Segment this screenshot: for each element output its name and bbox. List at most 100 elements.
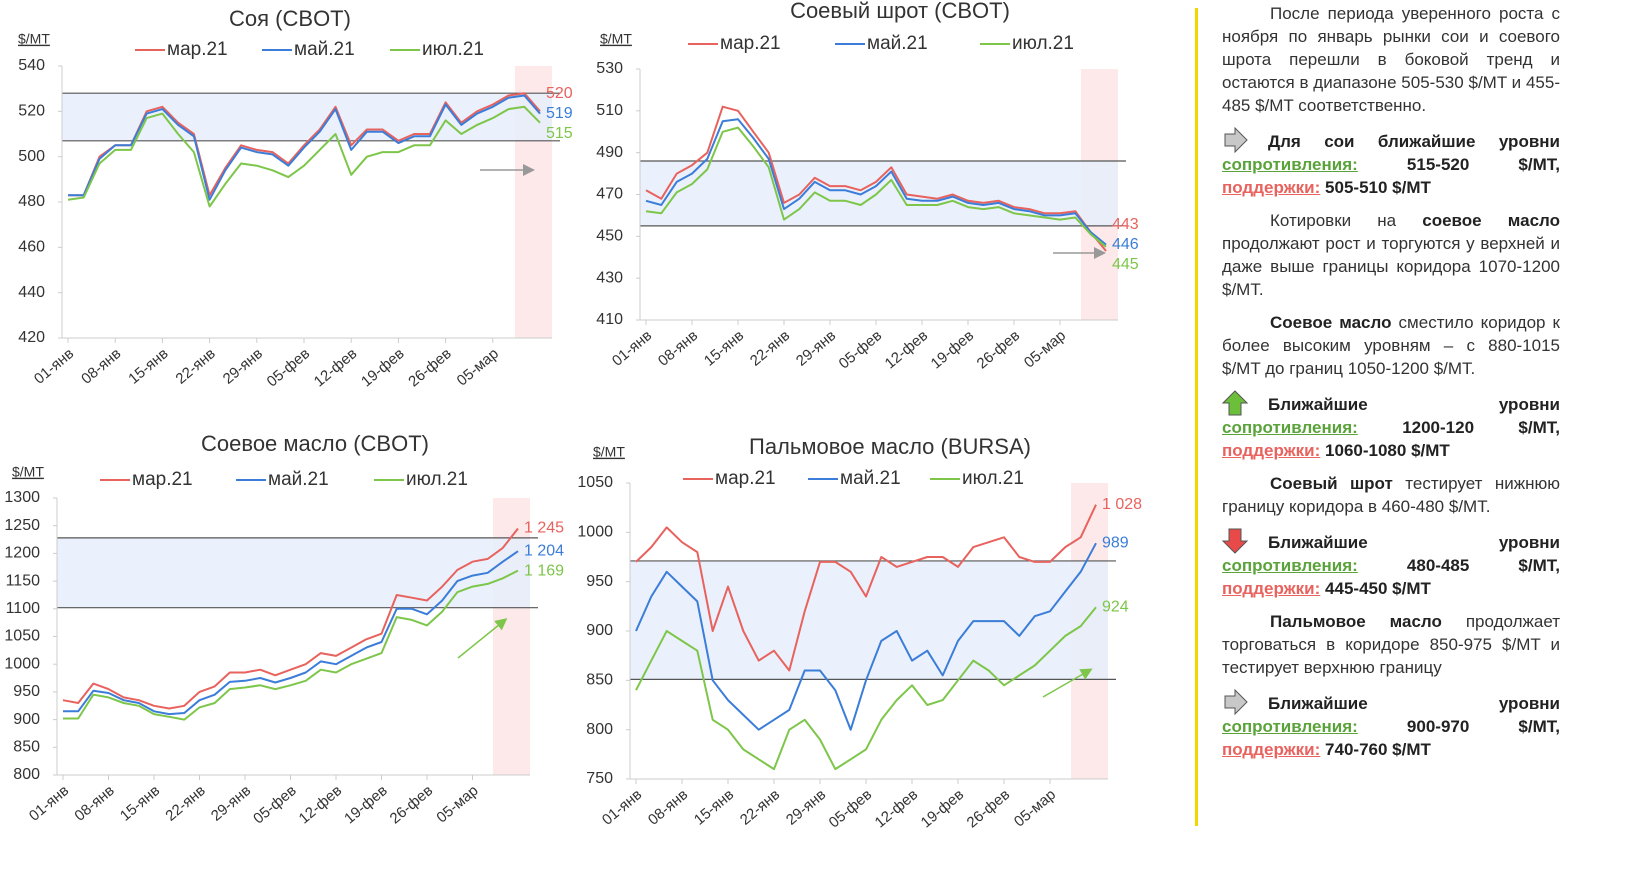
- y-tick-label: 490: [596, 144, 623, 161]
- bold-text: Пальмовое масло: [1270, 612, 1442, 631]
- x-tick-label: 05-мар: [1021, 327, 1069, 371]
- x-tick-label: 05-мар: [1011, 786, 1059, 830]
- end-label: 515: [546, 125, 573, 142]
- text: продолжает торговаться в коридоре 850-97…: [1222, 612, 1560, 677]
- end-label: 520: [546, 85, 573, 102]
- line: [68, 92, 541, 197]
- icon: [1221, 390, 1249, 416]
- x-tick-label: 08-янв: [655, 327, 701, 370]
- resistance-value: 515-520 $/MT,: [1406, 155, 1560, 174]
- resistance: сопротивления: 515-520 $/MT,: [1222, 153, 1560, 176]
- legend-label: мар.21: [167, 39, 228, 60]
- y-tick-label: 430: [596, 269, 623, 286]
- line: [68, 94, 541, 201]
- x-tick-label: 26-фев: [405, 345, 455, 390]
- corridor: [640, 161, 1118, 226]
- legend-label: мар.21: [132, 469, 193, 490]
- x-tick-label: 05-мар: [454, 345, 502, 389]
- y-tick-label: 410: [596, 311, 623, 328]
- y-tick-label: 530: [596, 60, 623, 77]
- paragraph: После периода уверенного роста с ноября …: [1222, 4, 1560, 115]
- y-tick-label: 480: [18, 193, 45, 210]
- y-tick-label: 850: [586, 672, 613, 689]
- y-tick-label: 1050: [4, 628, 40, 645]
- end-label: 446: [1112, 236, 1139, 253]
- y-tick-label: 1050: [577, 474, 613, 491]
- chart-title: Соя (CBOT): [229, 6, 351, 31]
- resistance-label: сопротивления:: [1222, 155, 1358, 174]
- heading: Ближайшие уровни: [1268, 395, 1560, 414]
- line: [645, 126, 1107, 248]
- resistance-value: 900-970 $/MT,: [1406, 717, 1560, 736]
- line: [67, 105, 541, 208]
- support-label: поддержки:: [1222, 178, 1321, 197]
- corridor: [57, 537, 530, 608]
- x-tick-label: 01-янв: [599, 786, 645, 829]
- icon-shape: [1224, 688, 1248, 716]
- x-tick-label: 15-янв: [117, 782, 163, 825]
- support-value: 1060-1080 $/MT: [1325, 441, 1450, 460]
- paragraph: Котировки на соевое масло продолжают рос…: [1222, 209, 1560, 301]
- resistance-value: 1200-120 $/MT,: [1402, 418, 1560, 437]
- support-label: поддержки:: [1222, 740, 1321, 759]
- resistance-label: сопротивления:: [1222, 418, 1358, 437]
- x-tick-label: 08-янв: [645, 786, 691, 829]
- x-tick-label: 01-янв: [26, 782, 72, 825]
- y-tick-label: 1150: [6, 572, 41, 589]
- y-tick-label: 500: [18, 148, 45, 165]
- levels-heading: Для сои ближайшие уровни: [1222, 126, 1560, 154]
- y-tick-label: 800: [586, 721, 613, 738]
- levels: Ближайшие уровни сопротивления: 480-485 $…: [1221, 528, 1560, 600]
- x-tick-label: 29-янв: [783, 786, 829, 829]
- y-tick-label: 1000: [4, 655, 40, 672]
- end-label: 519: [546, 105, 573, 122]
- resistance: сопротивления: 900-970 $/MT,: [1222, 715, 1560, 738]
- y-tick-label: 460: [18, 239, 45, 256]
- chart-title: Пальмовое масло (BURSA): [749, 434, 1031, 459]
- x-tick-label: 19-фев: [928, 327, 978, 372]
- y-tick-label: 520: [18, 103, 45, 120]
- chart-title: Соевый шрот (CBOT): [790, 0, 1010, 23]
- support: поддержки: 1060-1080 $/MT: [1222, 439, 1560, 462]
- icon-shape: [1224, 126, 1248, 154]
- legend-label: июл.21: [406, 469, 468, 490]
- y-tick-label: 440: [18, 284, 45, 301]
- line: [63, 569, 519, 721]
- x-tick-label: 22-янв: [162, 782, 208, 825]
- trend-arrow: [1042, 668, 1093, 698]
- resistance-value: 480-485 $/MT,: [1406, 556, 1560, 575]
- text: тестирует нижнюю границу коридора в 460-…: [1222, 474, 1560, 516]
- resistance-label: сопротивления:: [1222, 717, 1358, 736]
- legend-label: май.21: [294, 39, 355, 60]
- y-axis-label: $/MT: [593, 444, 625, 460]
- legend-label: май.21: [840, 468, 901, 489]
- line: [645, 105, 1107, 252]
- x-tick-label: 12-фев: [872, 786, 922, 831]
- levels-heading: Ближайшие уровни: [1222, 688, 1560, 716]
- end-label: 1 028: [1102, 496, 1142, 513]
- icon: [1221, 528, 1249, 554]
- commentary: После периода уверенного роста с ноября …: [1221, 2, 1560, 771]
- x-tick-label: 08-янв: [78, 345, 124, 388]
- y-tick-label: 1300: [4, 489, 40, 506]
- icon: [1224, 688, 1248, 716]
- end-label: 1 169: [524, 562, 564, 579]
- y-tick-label: 420: [18, 329, 45, 346]
- y-axis-label: $/MT: [12, 464, 44, 480]
- x-tick-label: 19-фев: [918, 786, 968, 831]
- end-label: 989: [1102, 534, 1129, 551]
- y-tick-label: 510: [596, 102, 623, 119]
- support-value: 505-510 $/MT: [1325, 178, 1431, 197]
- y-axis-label: $/MT: [18, 31, 50, 47]
- y-tick-label: 470: [596, 186, 623, 203]
- x-tick-label: 05-мар: [433, 782, 481, 826]
- text: Котировки на: [1270, 211, 1423, 230]
- resistance-label: сопротивления:: [1222, 556, 1358, 575]
- trend-arrow: [457, 618, 508, 659]
- x-tick-label: 29-янв: [220, 345, 266, 388]
- x-tick-label: 05-фев: [264, 345, 314, 390]
- legend-label: июл.21: [962, 468, 1024, 489]
- end-label: 443: [1112, 216, 1139, 233]
- end-label: 445: [1112, 256, 1139, 273]
